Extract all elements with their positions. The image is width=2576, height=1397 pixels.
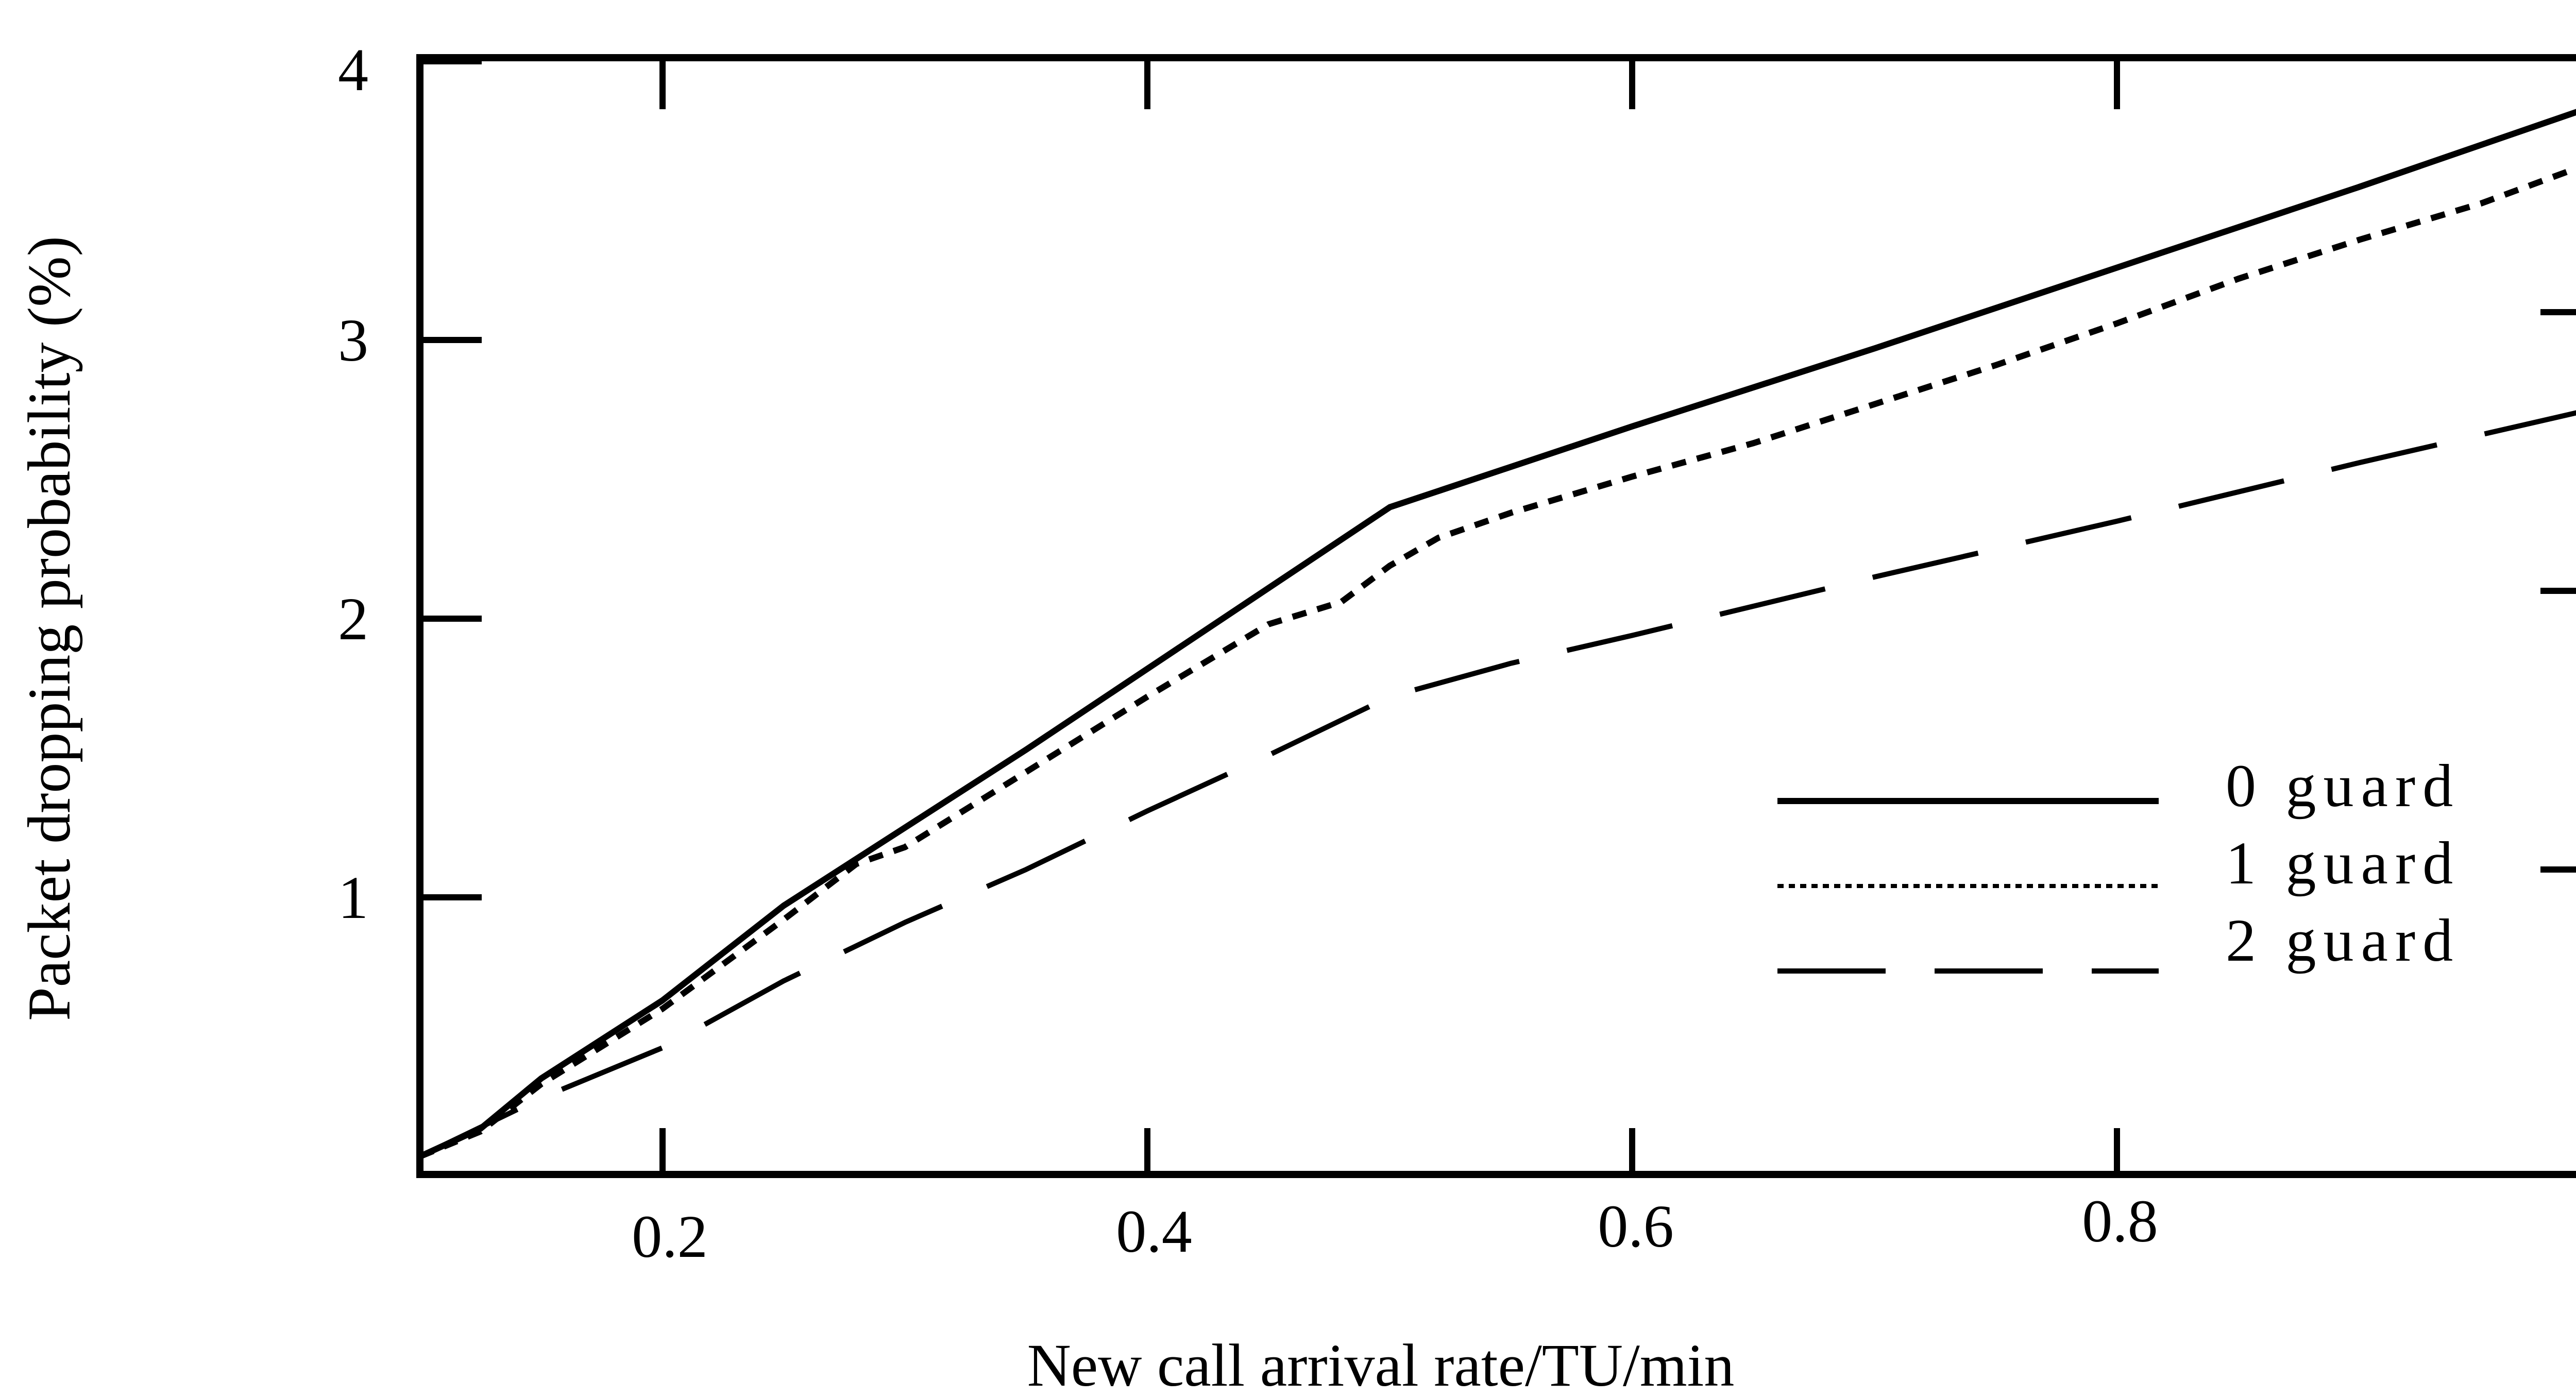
x-tick-label: 0.4 [1116, 1198, 1192, 1265]
x-axis: 0.2 0.4 0.6 0.8 1 New call arrival rate/… [632, 58, 2158, 1397]
y-tick-label: 2 [338, 585, 368, 653]
legend-label-2-guard: 2 guard [2226, 907, 2460, 974]
x-tick-label: 0.6 [1598, 1192, 1674, 1260]
y-tick-label: 4 [338, 36, 368, 104]
series-layer [417, 109, 2576, 1160]
y-axis-title: Packet dropping probability (%) [15, 236, 83, 1021]
y-axis: 1 2 3 4 Packet dropping probability (%) [15, 36, 2576, 1021]
legend-label-1-guard: 1 guard [2226, 829, 2460, 897]
x-tick-label: 0.2 [632, 1203, 708, 1270]
y-tick-label: 1 [338, 864, 368, 931]
series-line-1-guard [418, 165, 2576, 1160]
legend: 0 guard 1 guard 2 guard [1777, 752, 2460, 974]
legend-label-0-guard: 0 guard [2226, 752, 2460, 820]
x-axis-title: New call arrival rate/TU/min [1027, 1332, 1735, 1397]
series-line-2-guard [418, 410, 2576, 1159]
series-line-0-guard [417, 109, 2576, 1160]
y-tick-label: 3 [338, 306, 368, 374]
x-tick-label: 0.8 [2082, 1187, 2158, 1255]
